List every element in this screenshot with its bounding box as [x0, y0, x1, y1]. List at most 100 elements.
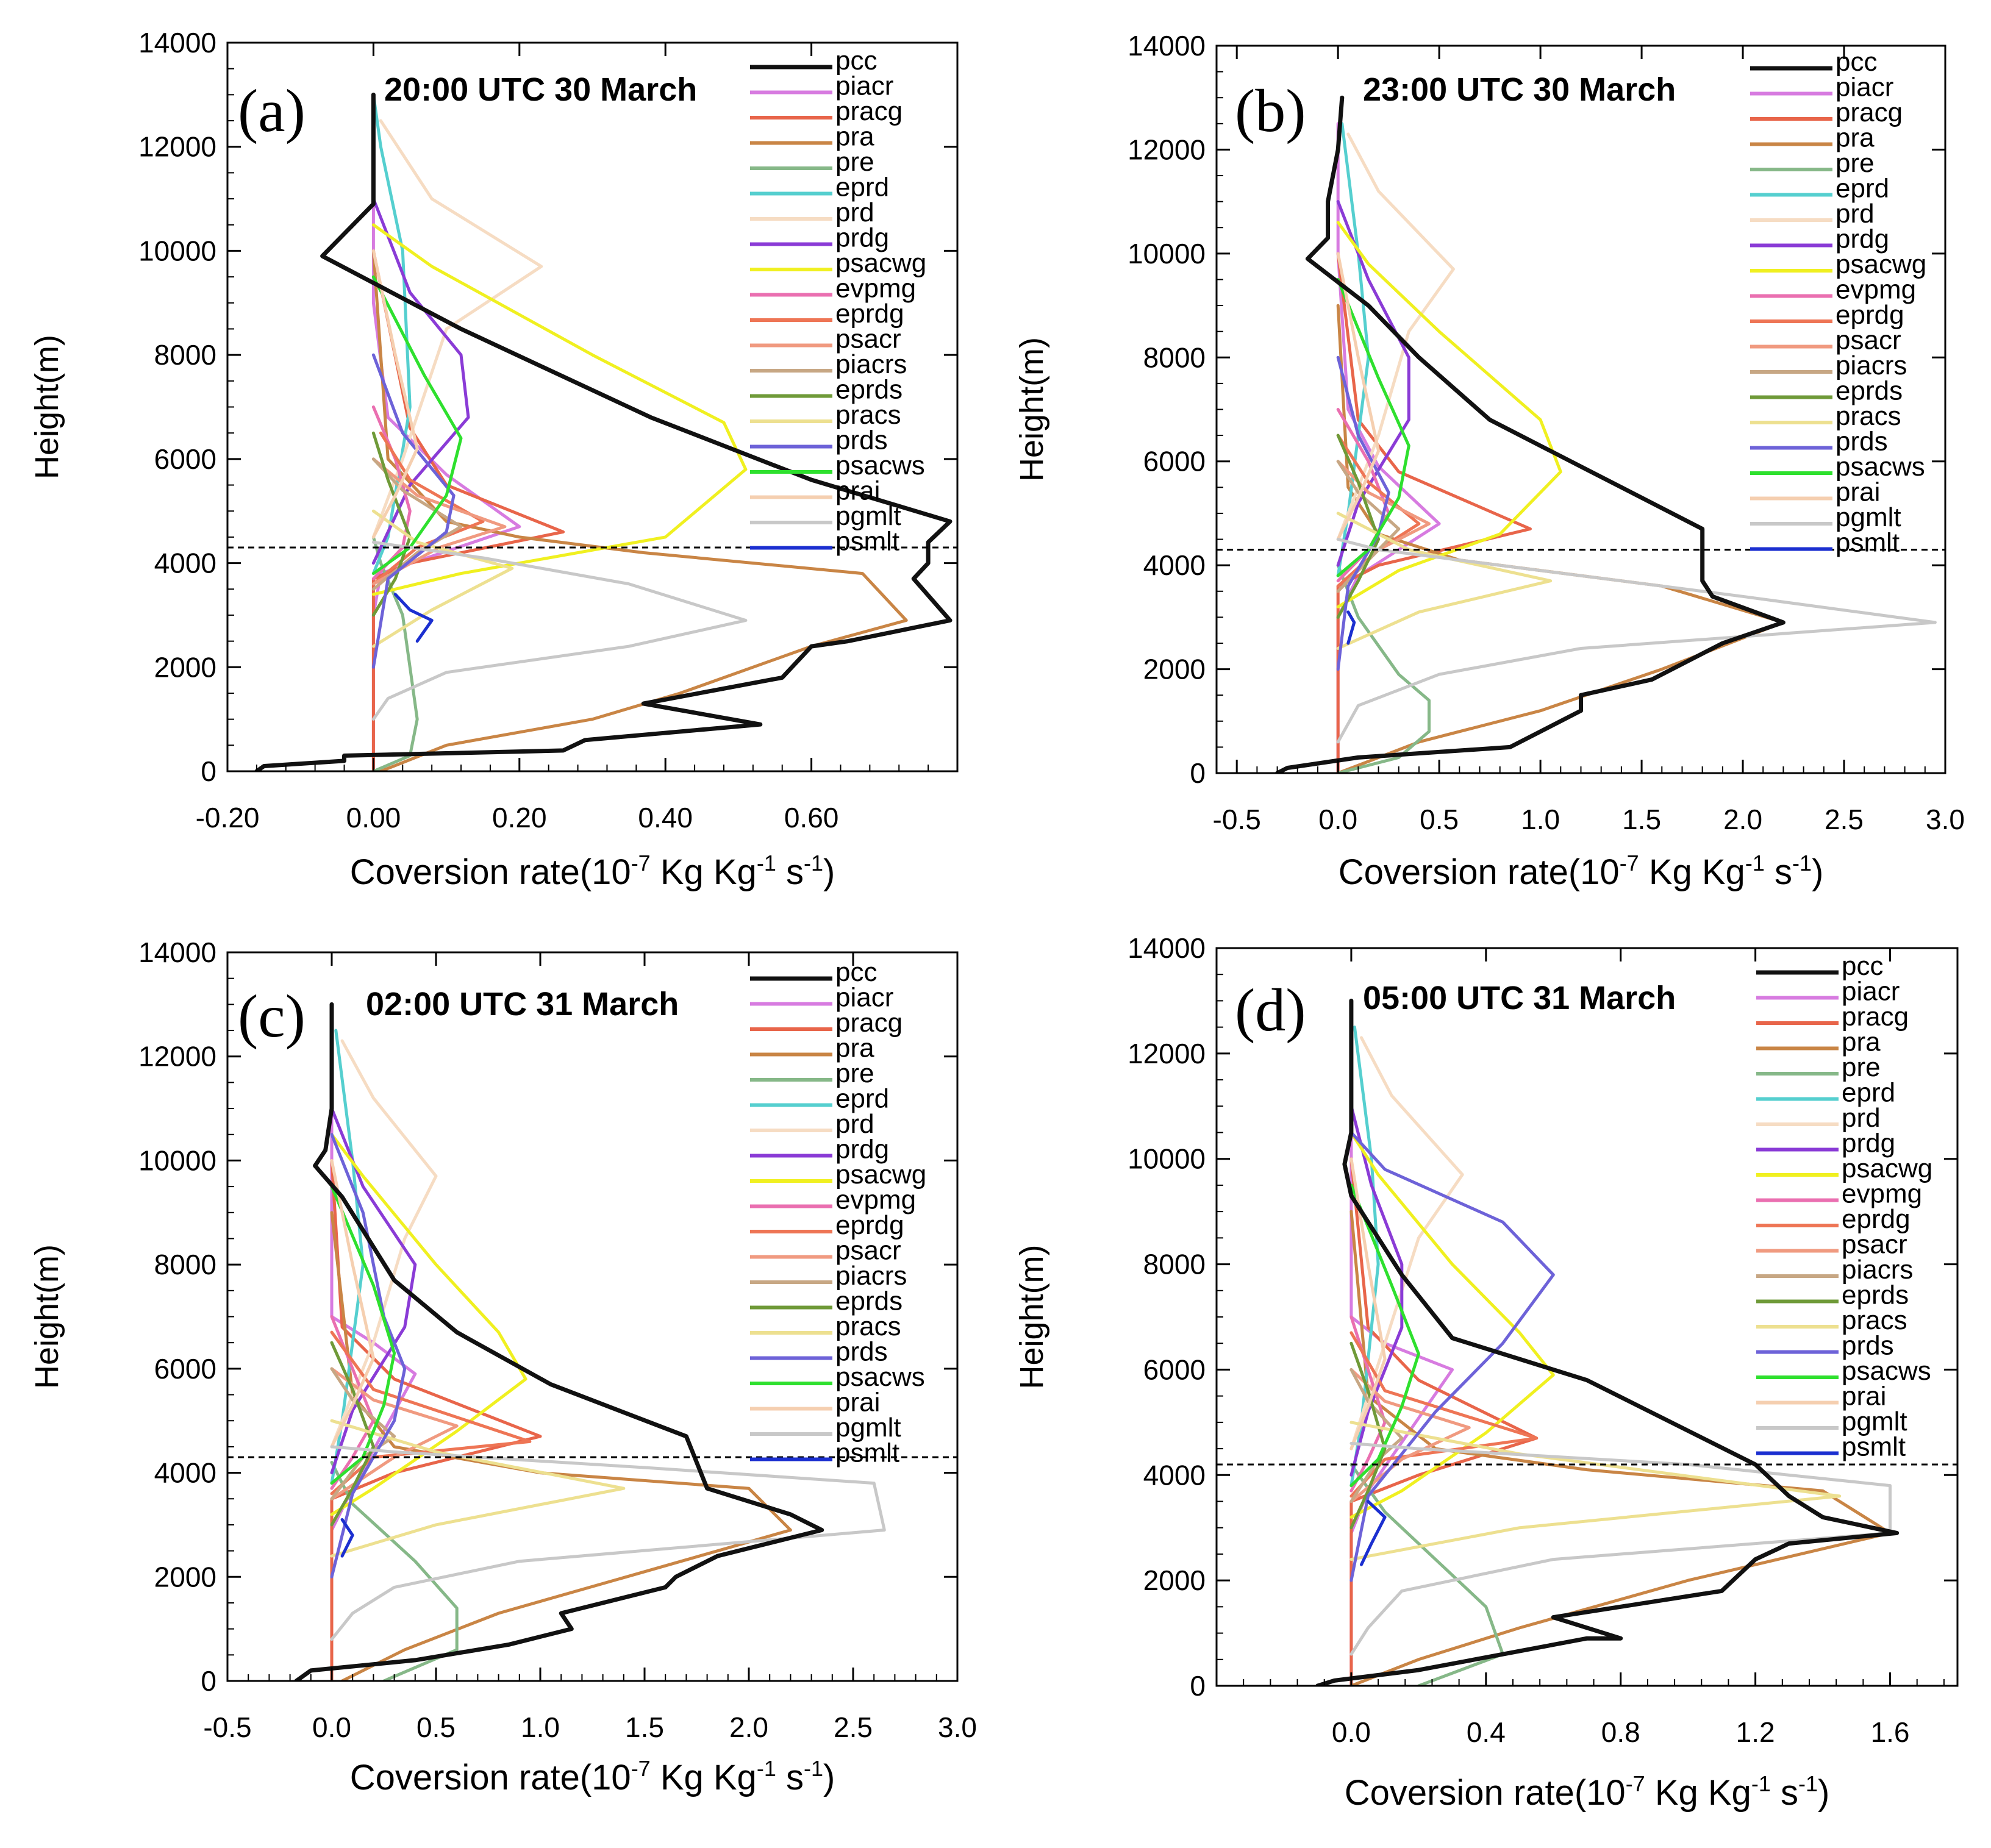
y-tick-label: 14000 — [138, 27, 216, 59]
series-line-psacwg — [1349, 1131, 1555, 1519]
x-tick-label: 0.00 — [346, 802, 401, 833]
series-line-pra — [1336, 304, 1785, 773]
legend-label-pre: pre — [835, 1058, 874, 1088]
legend: pccpiacrpracgprapreeprdprdprdgpsacwgevpm… — [1750, 47, 1926, 558]
legend-label-prdg: prdg — [835, 1135, 889, 1165]
x-axis-label: Coversion rate(10-7 Kg Kg-1 s-1) — [1339, 851, 1824, 892]
legend-label-psacws: psacws — [835, 1362, 925, 1392]
series-line-piacrs — [330, 1367, 396, 1500]
legend-label-pgmlt: pgmlt — [835, 1413, 901, 1443]
y-tick-label: 0 — [201, 1665, 216, 1697]
series-line-eprdg — [330, 1330, 532, 1496]
y-tick-label: 4000 — [1143, 549, 1206, 581]
panel-title: 02:00 UTC 31 March — [366, 986, 679, 1022]
legend-label-psacr: psacr — [1842, 1230, 1907, 1260]
y-tick-label: 12000 — [1128, 134, 1206, 165]
y-tick-label: 12000 — [138, 1041, 216, 1072]
series-line-prdg — [371, 197, 470, 565]
series-line-psacws — [371, 275, 463, 576]
x-tick-label: 2.5 — [834, 1711, 873, 1743]
y-tick-label: 0 — [1190, 757, 1206, 789]
series-line-pgmlt — [371, 540, 748, 721]
x-tick-label: 0.4 — [1467, 1716, 1506, 1748]
legend-label-pracs: pracs — [835, 1311, 901, 1341]
series-line-eprdg — [1349, 1331, 1539, 1498]
series-group — [1275, 95, 1937, 773]
y-tick-label: 14000 — [1128, 30, 1206, 62]
legend-label-piacr: piacr — [835, 71, 893, 101]
legend-label-prd: prd — [1836, 199, 1875, 229]
series-line-psmlt — [1360, 1500, 1387, 1566]
y-tick-label: 8000 — [154, 1249, 216, 1280]
y-tick-label: 14000 — [1128, 932, 1206, 964]
legend-label-psmlt: psmlt — [835, 1438, 899, 1468]
x-tick-label: 0.20 — [492, 802, 547, 833]
legend-label-piacrs: piacrs — [1842, 1255, 1913, 1285]
legend-label-prd: prd — [1842, 1103, 1881, 1133]
y-axis-label: Height(m) — [29, 1244, 65, 1389]
y-axis-label: Height(m) — [1013, 337, 1050, 482]
y-tick-label: 14000 — [138, 936, 216, 968]
series-line-psacwg — [330, 1133, 527, 1516]
y-tick-label: 8000 — [1143, 341, 1206, 373]
legend-label-psacr: psacr — [835, 1236, 901, 1266]
x-tick-label: -0.5 — [1213, 804, 1261, 835]
series-line-piacrs — [1349, 1368, 1404, 1503]
y-axis-label: Height(m) — [1013, 1244, 1050, 1389]
series-line-pracs — [1349, 1421, 1842, 1561]
legend-label-psacwg: psacwg — [835, 1160, 926, 1190]
panel-letter: (c) — [238, 982, 306, 1050]
x-tick-label: 3.0 — [938, 1711, 977, 1743]
y-tick-label: 6000 — [154, 443, 216, 475]
y-tick-label: 2000 — [1143, 654, 1206, 685]
legend-label-prds: prds — [1836, 427, 1888, 457]
legend-label-piacrs: piacrs — [835, 349, 907, 379]
series-line-pcc — [1315, 998, 1900, 1686]
y-axis-label: Height(m) — [29, 335, 65, 479]
legend-label-pcc: pcc — [835, 46, 877, 76]
legend-label-prds: prds — [835, 426, 888, 455]
chart-panel-d: 0 2000 4000 6000 8000 10000 12000 14000 0.0 0.4 0.… — [1013, 932, 1959, 1813]
x-tick-label: 2.5 — [1825, 804, 1864, 835]
chart-panel-b: 0 2000 4000 6000 8000 10000 12000 14000 -0.5 0.0 0… — [1013, 30, 1965, 892]
series-line-prdg — [1349, 1104, 1404, 1477]
legend-label-pre: pre — [835, 147, 874, 177]
series-line-psacwg — [1336, 221, 1562, 608]
legend-label-pra: pra — [1836, 123, 1875, 153]
series-line-eprds — [1336, 433, 1381, 619]
chart-panel-a: 0 2000 4000 6000 8000 10000 12000 14000 -0.20 0.0… — [29, 27, 959, 892]
y-tick-label: 8000 — [1143, 1249, 1206, 1280]
legend-label-pracg: pracg — [835, 1008, 903, 1038]
legend-label-piacrs: piacrs — [835, 1261, 907, 1291]
x-tick-label: 0.5 — [1420, 804, 1459, 835]
legend-label-psmlt: psmlt — [1836, 528, 1900, 558]
chart-panel-c: 0 2000 4000 6000 8000 10000 12000 14000 -0.5 0.0 0… — [29, 936, 977, 1797]
x-tick-label: 1.0 — [521, 1711, 560, 1743]
panel-letter: (d) — [1235, 976, 1306, 1044]
series-line-pracs — [1336, 512, 1553, 650]
series-line-prai — [1349, 1157, 1387, 1450]
legend-label-pracs: pracs — [1836, 401, 1901, 431]
series-group — [294, 1002, 886, 1681]
series-line-psacwg — [371, 223, 748, 596]
legend-label-psacws: psacws — [1836, 452, 1925, 482]
series-line-prd — [1349, 1036, 1464, 1450]
y-tick-label: 4000 — [154, 548, 216, 579]
series-line-pra — [1349, 1210, 1892, 1686]
panel-letter: (b) — [1235, 77, 1306, 144]
series-line-prds — [1349, 1131, 1555, 1582]
x-axis-label: Coversion rate(10-7 Kg Kg-1 s-1) — [350, 851, 835, 892]
legend-label-eprds: eprds — [1842, 1280, 1909, 1310]
legend-label-prdg: prdg — [835, 223, 889, 253]
legend-label-psacwg: psacwg — [1842, 1154, 1932, 1183]
x-tick-label: 2.0 — [729, 1711, 768, 1743]
legend-label-pgmlt: pgmlt — [1842, 1407, 1907, 1436]
series-line-prds — [330, 1133, 407, 1579]
series-line-prdg — [1336, 200, 1410, 567]
x-tick-label: 1.6 — [1871, 1716, 1910, 1748]
y-tick-label: 4000 — [154, 1457, 216, 1489]
series-group — [1315, 998, 1900, 1686]
legend-label-pra: pra — [1842, 1027, 1881, 1057]
y-tick-label: 2000 — [154, 651, 216, 683]
series-line-eprds — [330, 1341, 375, 1527]
